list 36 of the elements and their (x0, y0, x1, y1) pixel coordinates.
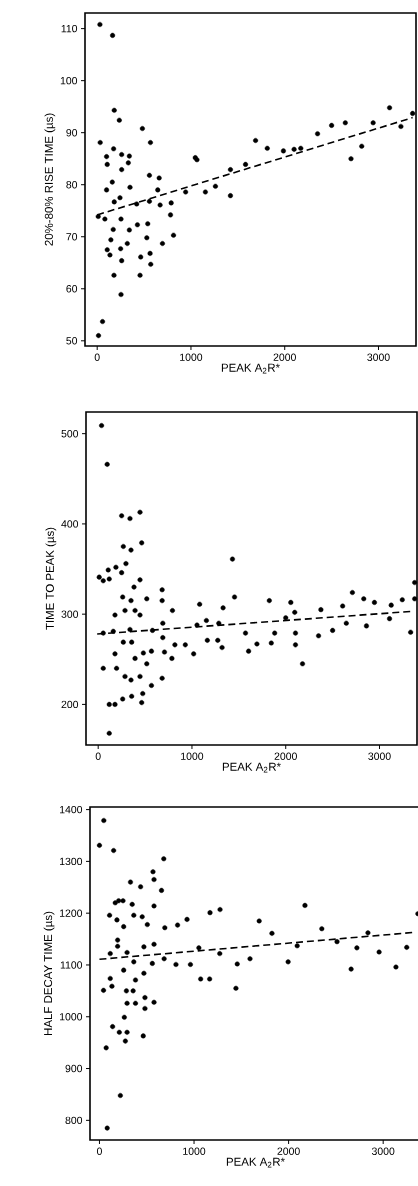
y-tick-label: 500 (61, 429, 79, 438)
x-tick-label: 0 (95, 752, 101, 760)
y-tick-label: 100 (60, 76, 78, 85)
y-tick-label: 60 (66, 285, 78, 293)
y-tick-label: 70 (66, 233, 78, 241)
y-tick-label: 1200 (60, 909, 83, 917)
y-tick-label: 400 (61, 520, 79, 528)
x-axis-title: PEAK A$_{2}$R* (222, 762, 281, 773)
y-tick-label: 200 (61, 700, 79, 709)
y-axis-title: 20%-80% RISE TIME (µs) (44, 113, 56, 246)
y-tick-label: 300 (61, 610, 79, 618)
x-tick-label: 1000 (180, 353, 203, 361)
y-tick-label: 1400 (60, 805, 83, 814)
x-axis-title: PEAK A$_{2}$R* (221, 363, 280, 374)
x-tick-label: 1000 (183, 1147, 206, 1155)
x-tick-label: 0 (96, 1147, 102, 1155)
y-tick-label: 50 (66, 337, 78, 345)
x-tick-label: 3000 (367, 353, 390, 361)
y-axis-title: HALF DECAY TIME (µs) (43, 911, 55, 1035)
y-tick-label: 800 (65, 1116, 83, 1125)
y-tick-label: 80 (66, 181, 78, 189)
x-tick-label: 2000 (273, 353, 296, 361)
y-tick-label: 900 (65, 1064, 83, 1073)
x-tick-label: 0 (94, 353, 100, 361)
x-tick-label: 2000 (277, 1147, 300, 1155)
y-axis-title: TIME TO PEAK (µs) (45, 527, 57, 630)
x-tick-label: 3000 (371, 1147, 395, 1155)
x-tick-label: 1000 (181, 752, 204, 760)
y-tick-label: 1300 (60, 857, 83, 866)
y-tick-label: 1000 (60, 1013, 83, 1021)
x-axis-title: PEAK A$_{2}$R* (226, 1157, 285, 1168)
y-tick-label: 110 (61, 24, 78, 33)
x-tick-label: 2000 (274, 752, 297, 760)
x-tick-label: 3000 (368, 752, 391, 760)
y-tick-label: 1100 (60, 961, 83, 969)
y-tick-label: 90 (66, 128, 78, 137)
